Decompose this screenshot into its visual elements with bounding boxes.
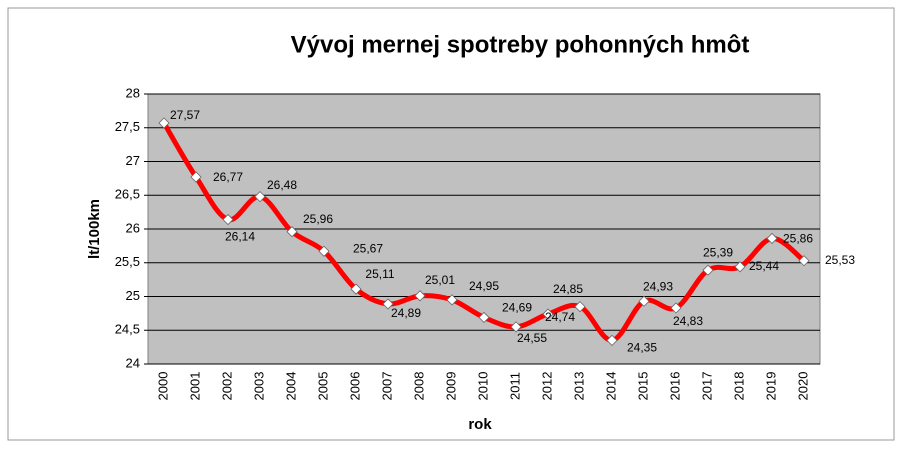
x-tick-label: 2000: [155, 372, 170, 401]
data-label: 24,95: [469, 279, 499, 293]
x-tick-label: 2013: [571, 372, 586, 401]
data-label: 24,83: [673, 314, 703, 328]
marker: [510, 321, 522, 333]
data-label: 24,35: [627, 341, 657, 355]
x-tick-label: 2004: [283, 372, 298, 401]
data-label: 25,86: [783, 232, 813, 246]
data-label: 27,57: [170, 108, 200, 122]
marker: [318, 245, 330, 257]
marker: [478, 311, 490, 323]
x-tick-label: 2007: [379, 372, 394, 401]
data-label: 26,77: [213, 170, 243, 184]
marker: [766, 232, 778, 245]
data-label: 25,11: [365, 267, 394, 281]
x-tick-label: 2011: [507, 372, 522, 400]
data-label: 24,85: [553, 282, 583, 296]
y-tick-label: 25,5: [115, 254, 140, 269]
y-tick-label: 24: [126, 355, 140, 370]
x-tick-label: 2008: [411, 372, 426, 401]
marker: [158, 117, 170, 129]
x-tick-label: 2002: [219, 372, 234, 401]
marker: [702, 264, 714, 276]
x-tick-label: 2017: [699, 372, 714, 401]
marker: [574, 301, 586, 313]
x-tick-label: 2009: [443, 372, 458, 401]
marker: [254, 191, 266, 203]
marker: [734, 261, 746, 273]
data-label: 24,55: [517, 331, 547, 345]
x-tick-label: 2016: [667, 372, 682, 401]
x-tick-label: 2014: [603, 372, 618, 401]
chart-title: Vývoj mernej spotreby pohonných hmôt: [291, 31, 750, 58]
data-label: 24,74: [545, 310, 575, 324]
data-label: 26,14: [225, 230, 255, 244]
y-tick-label: 27,5: [115, 119, 140, 134]
marker: [798, 255, 810, 267]
marker: [382, 298, 394, 310]
x-tick-label: 2010: [475, 372, 490, 401]
data-label: 25,67: [353, 241, 383, 255]
data-label: 25,96: [303, 212, 333, 226]
x-tick-label: 2015: [635, 372, 650, 401]
x-axis-title: rok: [468, 416, 492, 433]
marker: [350, 283, 362, 295]
x-tick-label: 2018: [731, 372, 746, 401]
x-tick-label: 2003: [251, 372, 266, 401]
data-label: 24,89: [391, 306, 421, 320]
data-label: 25,53: [825, 253, 855, 267]
marker: [606, 334, 618, 346]
x-tick-label: 2001: [187, 372, 202, 401]
data-label: 25,39: [703, 245, 733, 259]
marker: [670, 302, 682, 314]
y-tick-label: 26,5: [115, 187, 140, 202]
y-tick-label: 24,5: [115, 322, 140, 337]
marker: [286, 226, 298, 238]
x-tick-label: 2006: [347, 372, 362, 401]
marker: [222, 213, 234, 226]
data-label: 24,69: [502, 301, 532, 315]
x-tick-label: 2020: [795, 372, 810, 401]
x-tick-label: 2019: [763, 372, 778, 401]
x-tick-label: 2005: [315, 372, 330, 401]
data-label: 25,44: [749, 259, 779, 273]
marker: [446, 294, 458, 306]
y-tick-label: 25: [126, 288, 140, 303]
data-label: 25,01: [425, 273, 455, 287]
marker: [414, 290, 426, 302]
marker: [190, 171, 202, 183]
y-tick-label: 26: [126, 220, 140, 235]
y-axis-title: lt/100km: [86, 199, 103, 259]
data-label: 26,48: [267, 178, 297, 192]
x-tick-label: 2012: [539, 372, 554, 401]
y-tick-label: 27: [126, 153, 140, 168]
marker: [542, 308, 554, 320]
y-tick-label: 28: [126, 85, 140, 100]
marker: [638, 295, 650, 307]
data-label: 24,93: [643, 279, 673, 293]
